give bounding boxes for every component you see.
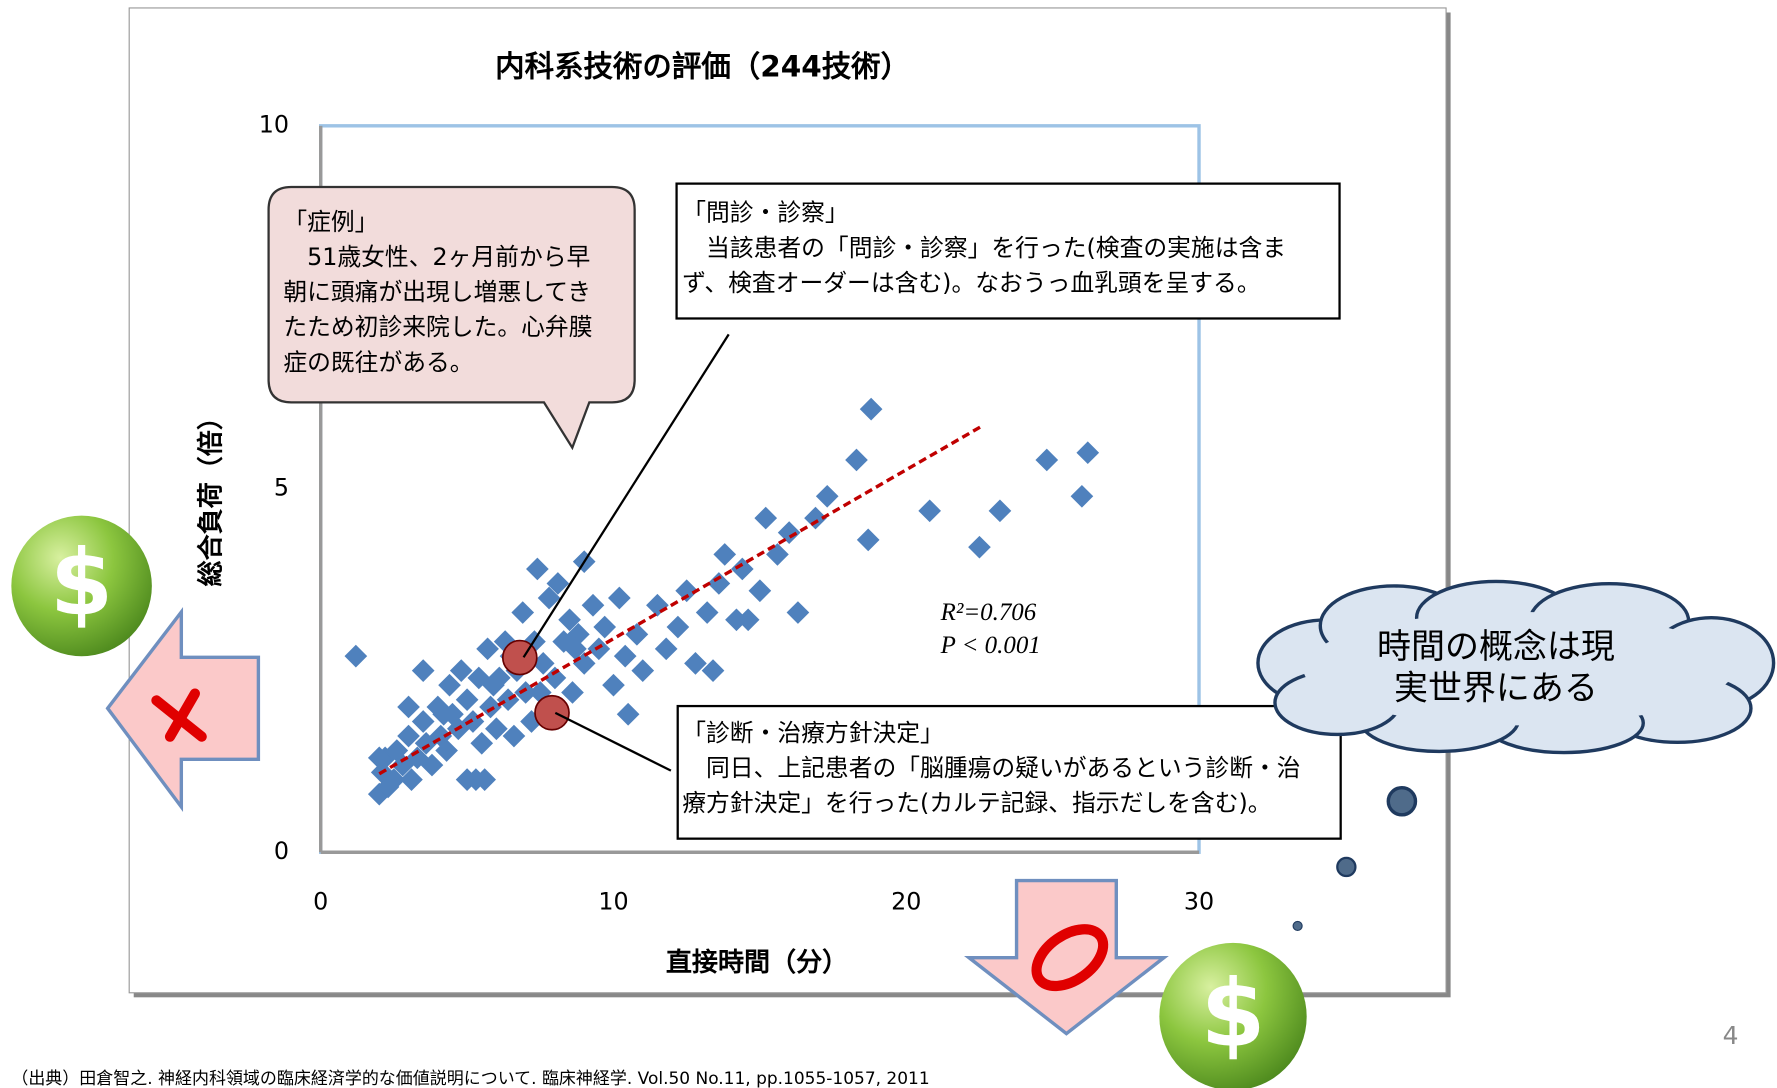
cloud-dot (1293, 921, 1302, 930)
coin-symbol: $ (50, 531, 113, 636)
slide: 内科系技術の評価（244技術） 直接時間（分） 総合負荷（倍） 時間の概念は現 … (0, 0, 1777, 1088)
x-tick-label: 20 (891, 888, 921, 916)
x-tick-label: 30 (1184, 888, 1214, 916)
y-tick-label: 5 (274, 474, 289, 502)
cloud-dot (1337, 858, 1355, 876)
highlight-point (535, 696, 569, 730)
cloud (1258, 581, 1774, 752)
y-tick-label: 0 (274, 837, 289, 865)
annotation-text: 同日、上記患者の「脳腫瘍の疑いがあるという診断・治 (682, 754, 1300, 782)
y-tick-label: 10 (259, 110, 289, 138)
x-tick-label: 10 (598, 888, 628, 916)
cloud-dot (1388, 788, 1415, 815)
stat-label: P < 0.001 (940, 632, 1041, 659)
stat-label: R²=0.706 (940, 599, 1037, 626)
page-number: 4 (1723, 1021, 1739, 1050)
annotation-text: 当該患者の「問診・診察」を行った(検査の実施は含ま (682, 234, 1286, 262)
cloud-text: 実世界にある (1394, 669, 1598, 709)
x-axis-label: 直接時間（分） (666, 948, 848, 978)
y-axis-label: 総合負荷（倍） (195, 404, 226, 586)
annotation-text: 「症例」 (283, 208, 378, 236)
source: （出典）田倉智之. 神経内科領域の臨床経済学的な価値説明について. 臨床神経学.… (11, 1069, 929, 1088)
annotation-text: 「診断・治療方針決定」 (682, 719, 944, 747)
annotation-text: 「問診・診察」 (682, 199, 848, 227)
annotation-text: 朝に頭痛が出現し増悪してき (283, 278, 591, 306)
page: {"chart_data": {"type": "scatter", "titl… (0, 0, 1777, 1088)
annotation-text: ず、検査オーダーは含む)。なおうっ血乳頭を呈する。 (682, 269, 1260, 297)
coin-symbol: $ (1201, 959, 1266, 1067)
annotation-text: たため初診来院した。心弁膜 (283, 313, 592, 341)
annotation-text: 症の既往がある。 (283, 348, 473, 376)
annotation-text: 療方針決定」を行った(カルテ記録、指示だしを含む)。 (682, 789, 1271, 817)
x-tick-label: 0 (313, 888, 328, 916)
cloud-text: 時間の概念は現 (1377, 627, 1615, 667)
annotation-text: 51歳女性、2ヶ月前から早 (283, 243, 590, 271)
chart-title: 内科系技術の評価（244技術） (495, 50, 910, 84)
